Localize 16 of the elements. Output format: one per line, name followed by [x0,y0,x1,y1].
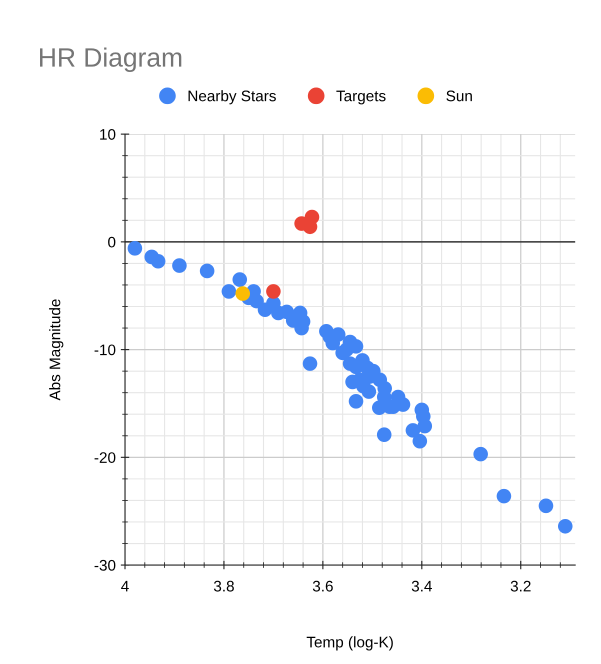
y-tick-label: 10 [100,128,116,140]
y-tick-label: -10 [94,344,116,356]
y-tick-label: 0 [108,236,116,248]
x-tick-label: 3.6 [312,580,333,592]
legend-label: Targets [336,90,386,104]
x-tick-label: 4 [121,580,129,592]
y-axis-title: Abs Magnitude [49,299,64,401]
legend-label: Sun [446,90,472,102]
x-tick-label: 3.4 [412,580,432,592]
y-tick-label: -30 [94,560,116,571]
x-tick-label: 3.8 [214,580,234,592]
x-axis-title: Temp (log-K) [306,636,393,650]
legend-label: Nearby Stars [188,90,276,104]
y-tick-label: -20 [94,452,116,464]
chart-title: HR Diagram [40,47,182,72]
x-tick-label: 3.2 [510,580,531,592]
